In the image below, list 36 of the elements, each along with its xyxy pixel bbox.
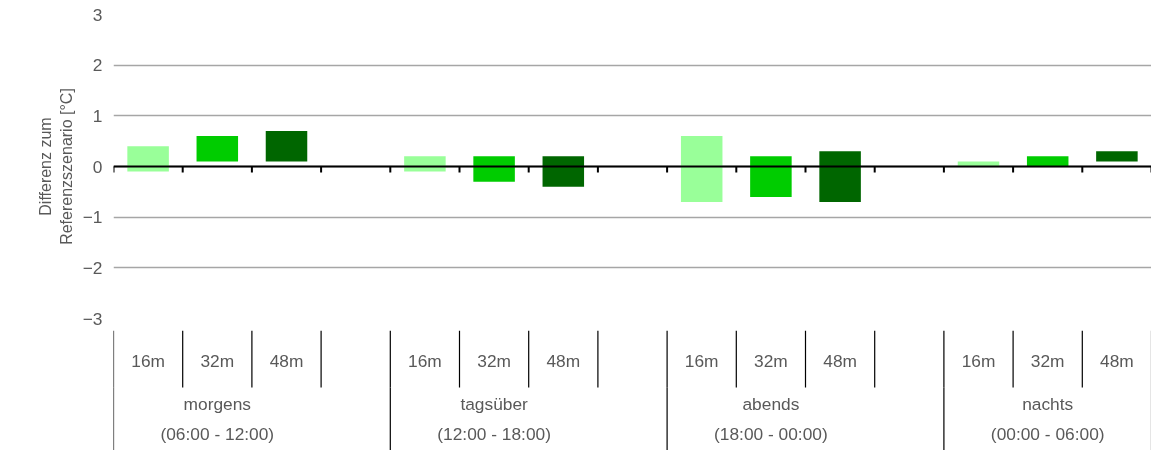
y-axis-title: Differenz zum Referenzszenario [°C]	[37, 88, 75, 245]
bar	[750, 156, 792, 197]
x-tick-label: 16m	[684, 350, 719, 371]
bar	[404, 156, 446, 172]
x-tick-label: 16m	[408, 350, 442, 371]
x-tick-label: 48m	[823, 350, 857, 371]
bar	[542, 156, 585, 187]
x-tick-label: 32m	[477, 350, 511, 371]
y-tick-label: 3	[92, 4, 103, 25]
x-tick-label: 48m	[546, 350, 581, 371]
text: morgens (06:00 - 12:00)	[160, 394, 275, 445]
text: nachts (00:00 - 06:00)	[990, 394, 1105, 445]
bar	[1026, 156, 1069, 167]
y-tick-label: 2	[92, 55, 103, 76]
x-tick-label: 48m	[269, 350, 304, 371]
x-tick-label: 32m	[1030, 350, 1065, 371]
y-tick-label: −1	[82, 207, 103, 228]
x-tick-label: 32m	[200, 350, 235, 371]
y-tick-label: 1	[92, 105, 103, 126]
bar	[1096, 151, 1138, 162]
text: abends (18:00 - 00:00)	[714, 394, 828, 445]
y-tick-label: 0	[92, 156, 103, 177]
x-tick-label: 32m	[754, 350, 788, 371]
x-tick-label: 16m	[131, 350, 165, 371]
x-tick-label: 16m	[961, 350, 996, 371]
bar	[473, 156, 515, 182]
bar	[957, 161, 1000, 167]
y-tick-label: −3	[82, 308, 103, 329]
y-tick-label: −2	[82, 257, 103, 278]
bar	[680, 136, 723, 202]
bar	[819, 151, 861, 202]
bar	[127, 146, 169, 172]
x-tick-label: 48m	[1100, 350, 1134, 371]
text: tagsüber (12:00 - 18:00)	[437, 394, 551, 445]
bar	[196, 136, 239, 162]
bar	[265, 131, 308, 162]
